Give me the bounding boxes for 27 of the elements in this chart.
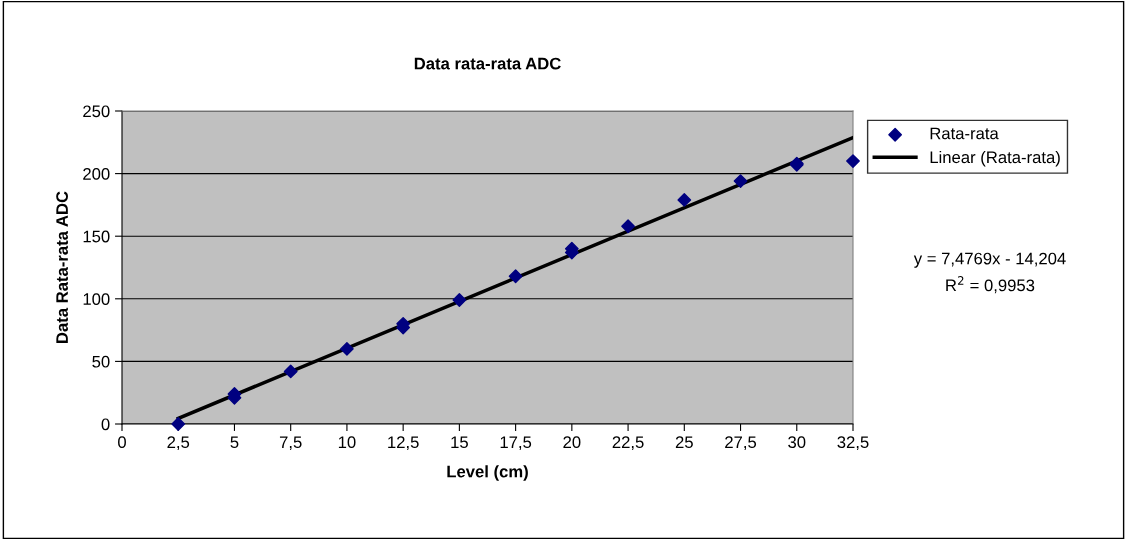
x-tick-label: 20 xyxy=(563,436,581,449)
x-tick-label: 22,5 xyxy=(612,436,644,451)
x-tick-label: 27,5 xyxy=(725,436,757,451)
x-tick-label: 7,5 xyxy=(279,436,302,451)
x-tick-label: 25 xyxy=(675,436,693,449)
legend-label: Linear (Rata-rata) xyxy=(930,150,1060,167)
y-tick-label: 200 xyxy=(83,168,110,180)
x-tick-label: 12,5 xyxy=(388,436,419,451)
x-tick-label: 32,5 xyxy=(837,436,869,451)
y-axis-title: Data Rata-rata ADC xyxy=(56,191,68,343)
y-tick-label: 100 xyxy=(83,293,110,305)
x-tick-label: 0 xyxy=(118,436,126,449)
text: y = 7,4769x - 14,204 xyxy=(913,252,1066,268)
x-tick-label: 5 xyxy=(230,436,239,449)
legend-label: Rata-rata xyxy=(930,127,999,140)
y-tick-label: 50 xyxy=(92,355,110,368)
chart-title: Data rata-rata ADC xyxy=(414,57,561,70)
y-tick-label: 150 xyxy=(83,230,110,243)
x-axis-title: Level (cm) xyxy=(447,465,528,481)
x-tick-label: 15 xyxy=(451,436,468,449)
y-tick-label: 250 xyxy=(83,105,110,118)
x-tick-label: 30 xyxy=(788,436,806,449)
y-tick-label: 0 xyxy=(101,418,110,431)
x-tick-label: 2,5 xyxy=(167,436,190,451)
text: R$^{2}$ = 0,9953 xyxy=(946,276,1035,294)
x-tick-label: 17,5 xyxy=(500,436,532,451)
x-tick-label: 10 xyxy=(338,436,356,449)
